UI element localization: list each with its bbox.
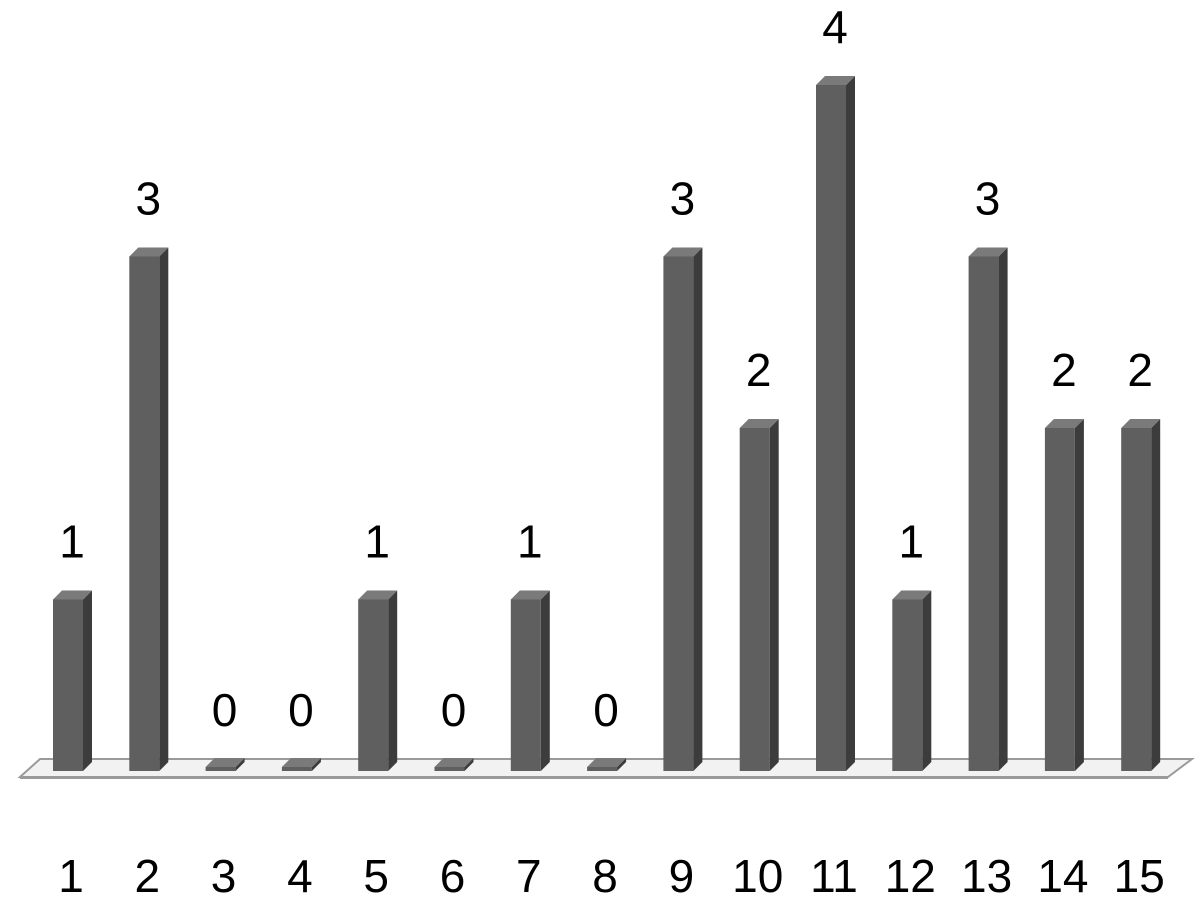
bar-front-face [816, 85, 846, 771]
bar-side-face [159, 247, 169, 771]
bar-front-face [892, 599, 923, 771]
bar-top-face [663, 247, 703, 257]
bar-front-face [53, 599, 83, 771]
x-tick-label-10: 10 [732, 850, 783, 902]
bar-side-face [1074, 419, 1084, 771]
bar-side-face [769, 419, 779, 771]
x-tick-label-4: 4 [287, 850, 313, 902]
data-label-11: 4 [822, 1, 848, 53]
bar-top-face [1121, 419, 1161, 428]
bar-front-face [510, 599, 541, 771]
bar-12 [892, 590, 932, 771]
bar-side-face [998, 247, 1008, 771]
bar-front-face [587, 767, 618, 771]
data-label-15: 2 [1127, 344, 1153, 396]
x-tick-labels-group: 1 2 3 4 5 6 7 8 9 10 11 12 13 14 15 [58, 850, 1165, 902]
bar-front-face [358, 599, 389, 771]
bar-8 [587, 758, 627, 771]
bar-1 [53, 590, 92, 771]
x-tick-label-5: 5 [363, 850, 389, 902]
bar-13 [968, 247, 1008, 771]
bar-2 [129, 247, 169, 771]
bar-side-face [617, 758, 627, 771]
bar-front-face [663, 256, 694, 771]
bar-front-face [1121, 428, 1152, 771]
x-tick-label-14: 14 [1037, 850, 1088, 902]
bar-front-face [434, 767, 465, 771]
data-label-10: 2 [746, 344, 772, 396]
chart-floor-edge [20, 776, 1168, 779]
data-label-13: 3 [975, 173, 1001, 225]
bar-side-face [311, 758, 321, 771]
bar-side-face [1151, 419, 1161, 771]
data-label-1: 1 [59, 516, 85, 568]
bar-front-face [968, 256, 999, 771]
bar-side-face [388, 590, 398, 771]
bar-top-face [892, 590, 932, 600]
data-label-14: 2 [1051, 344, 1077, 396]
bar-10 [739, 419, 779, 771]
bar-front-face [739, 428, 770, 771]
bar-top-face [816, 76, 855, 85]
bar-side-face [693, 247, 703, 771]
x-tick-label-3: 3 [211, 850, 237, 902]
bar-3 [205, 758, 245, 771]
bar-top-face [129, 247, 169, 257]
bar-front-face [129, 256, 160, 771]
bar-9 [663, 247, 703, 771]
bar-top-face [281, 758, 321, 767]
bar-top-face [53, 590, 92, 600]
bar-4 [281, 758, 321, 771]
bar-5 [358, 590, 398, 771]
bar-top-face [739, 419, 779, 428]
bar-6 [434, 758, 474, 771]
x-tick-label-12: 12 [885, 850, 936, 902]
bar-front-face [281, 767, 312, 771]
bar-top-face [434, 758, 474, 767]
bar-front-face [1044, 428, 1075, 771]
bar-top-face [1044, 419, 1084, 428]
data-label-4: 0 [288, 684, 314, 736]
bar-top-face [510, 590, 550, 600]
data-label-6: 0 [441, 684, 467, 736]
x-tick-label-8: 8 [592, 850, 618, 902]
x-tick-label-15: 15 [1114, 850, 1165, 902]
data-label-8: 0 [593, 684, 619, 736]
x-tick-label-7: 7 [516, 850, 542, 902]
x-tick-label-11: 11 [810, 850, 858, 902]
bar-front-face [205, 767, 236, 771]
data-label-2: 3 [136, 173, 162, 225]
bar-15 [1121, 419, 1161, 771]
bar-side-face [83, 590, 92, 771]
bar-side-face [922, 590, 932, 771]
bar-top-face [587, 758, 627, 767]
data-label-9: 3 [670, 173, 696, 225]
data-label-12: 1 [899, 516, 925, 568]
bar-side-face [540, 590, 550, 771]
data-label-7: 1 [517, 516, 543, 568]
x-tick-label-13: 13 [961, 850, 1012, 902]
bar-side-face [846, 76, 855, 771]
x-tick-label-1: 1 [58, 850, 84, 902]
bars-group [53, 76, 1161, 771]
bar-top-face [205, 758, 245, 767]
bar-side-face [464, 758, 474, 771]
data-label-5: 1 [364, 516, 390, 568]
x-tick-label-2: 2 [135, 850, 161, 902]
data-label-3: 0 [212, 684, 238, 736]
bar-top-face [358, 590, 398, 600]
bar-side-face [235, 758, 245, 771]
bar-11 [816, 76, 855, 771]
x-tick-label-9: 9 [669, 850, 695, 902]
bar-top-face [968, 247, 1008, 257]
bar-14 [1044, 419, 1084, 771]
x-tick-label-6: 6 [440, 850, 466, 902]
bar-7 [510, 590, 550, 771]
